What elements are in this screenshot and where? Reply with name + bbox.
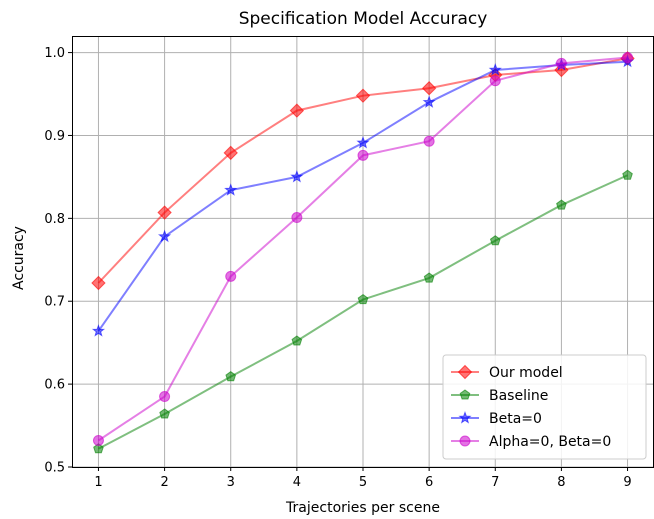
y-tick-label: 0.5 bbox=[44, 461, 65, 476]
legend-marker-baseline bbox=[459, 389, 471, 400]
x-tick-label: 4 bbox=[293, 475, 301, 490]
data-point-alpha-0-beta-0 bbox=[357, 149, 369, 161]
legend-marker-alpha-0-beta-0 bbox=[459, 435, 471, 447]
data-point-our-model bbox=[554, 62, 569, 78]
grid bbox=[72, 36, 654, 468]
data-point-alpha-0-beta-0 bbox=[225, 270, 237, 282]
data-point-alpha-0-beta-0 bbox=[622, 52, 634, 64]
x-axis-label: Trajectories per scene bbox=[285, 500, 440, 516]
data-point-baseline bbox=[93, 443, 104, 454]
legend-box bbox=[442, 354, 647, 460]
data-point-beta-0 bbox=[356, 135, 370, 149]
data-point-baseline bbox=[489, 235, 501, 246]
data-point-our-model bbox=[289, 103, 305, 118]
data-point-baseline bbox=[225, 371, 237, 382]
series-alpha-0-beta-0 bbox=[92, 52, 634, 446]
x-tick-label: 1 bbox=[94, 475, 102, 490]
legend-label-baseline: Baseline bbox=[489, 388, 548, 404]
data-point-baseline bbox=[423, 272, 435, 283]
series-beta-0 bbox=[91, 54, 635, 337]
data-point-our-model bbox=[421, 81, 437, 96]
legend-label-beta-0: Beta=0 bbox=[489, 411, 542, 427]
data-point-baseline bbox=[291, 335, 303, 346]
data-point-our-model bbox=[91, 275, 106, 291]
data-point-alpha-0-beta-0 bbox=[489, 75, 501, 87]
y-tick-label: 0.9 bbox=[44, 129, 65, 144]
legend-label-alpha-0-beta-0: Alpha=0, Beta=0 bbox=[489, 434, 611, 450]
data-point-baseline bbox=[159, 408, 170, 419]
data-point-alpha-0-beta-0 bbox=[92, 434, 104, 446]
data-point-beta-0 bbox=[157, 229, 172, 243]
y-tick-label: 0.7 bbox=[44, 295, 65, 310]
series-baseline bbox=[93, 169, 633, 454]
data-point-beta-0 bbox=[91, 324, 106, 337]
data-point-alpha-0-beta-0 bbox=[291, 212, 303, 224]
x-tick-label: 5 bbox=[359, 475, 367, 490]
ticks: 1 2 3 4 5 6 7 8 9 0.5 0.6 0.7 0.8 0.9 1.0 bbox=[44, 46, 631, 490]
data-point-beta-0 bbox=[290, 169, 304, 183]
data-point-alpha-0-beta-0 bbox=[555, 57, 567, 69]
data-point-our-model bbox=[223, 145, 238, 161]
data-point-baseline bbox=[622, 169, 633, 180]
legend-marker-our-model bbox=[457, 364, 473, 380]
x-tick-label: 3 bbox=[227, 475, 235, 490]
data-point-our-model bbox=[355, 88, 371, 103]
legend-marker-beta-0 bbox=[458, 411, 472, 424]
x-tick-label: 2 bbox=[160, 475, 168, 490]
x-tick-label: 8 bbox=[557, 475, 565, 490]
data-point-beta-0 bbox=[422, 95, 436, 108]
y-tick-label: 0.6 bbox=[44, 378, 65, 393]
data-point-beta-0 bbox=[488, 63, 502, 76]
y-tick-label: 1.0 bbox=[44, 46, 65, 61]
series-layer bbox=[91, 51, 635, 454]
data-point-alpha-0-beta-0 bbox=[423, 135, 435, 147]
data-point-our-model bbox=[157, 205, 172, 220]
y-tick-label: 0.8 bbox=[44, 212, 65, 227]
data-point-baseline bbox=[556, 199, 567, 210]
legend: Our model Baseline Beta=0 Alpha=0, Beta=0 bbox=[442, 354, 647, 460]
legend-label-our-model: Our model bbox=[489, 365, 563, 381]
x-tick-label: 6 bbox=[425, 475, 433, 490]
data-point-baseline bbox=[357, 293, 369, 305]
x-tick-label: 9 bbox=[623, 475, 631, 490]
chart-title: Specification Model Accuracy bbox=[239, 9, 488, 29]
data-point-beta-0 bbox=[224, 183, 238, 196]
x-tick-label: 7 bbox=[491, 475, 499, 490]
y-axis-label: Accuracy bbox=[11, 226, 27, 290]
data-point-alpha-0-beta-0 bbox=[159, 391, 171, 403]
